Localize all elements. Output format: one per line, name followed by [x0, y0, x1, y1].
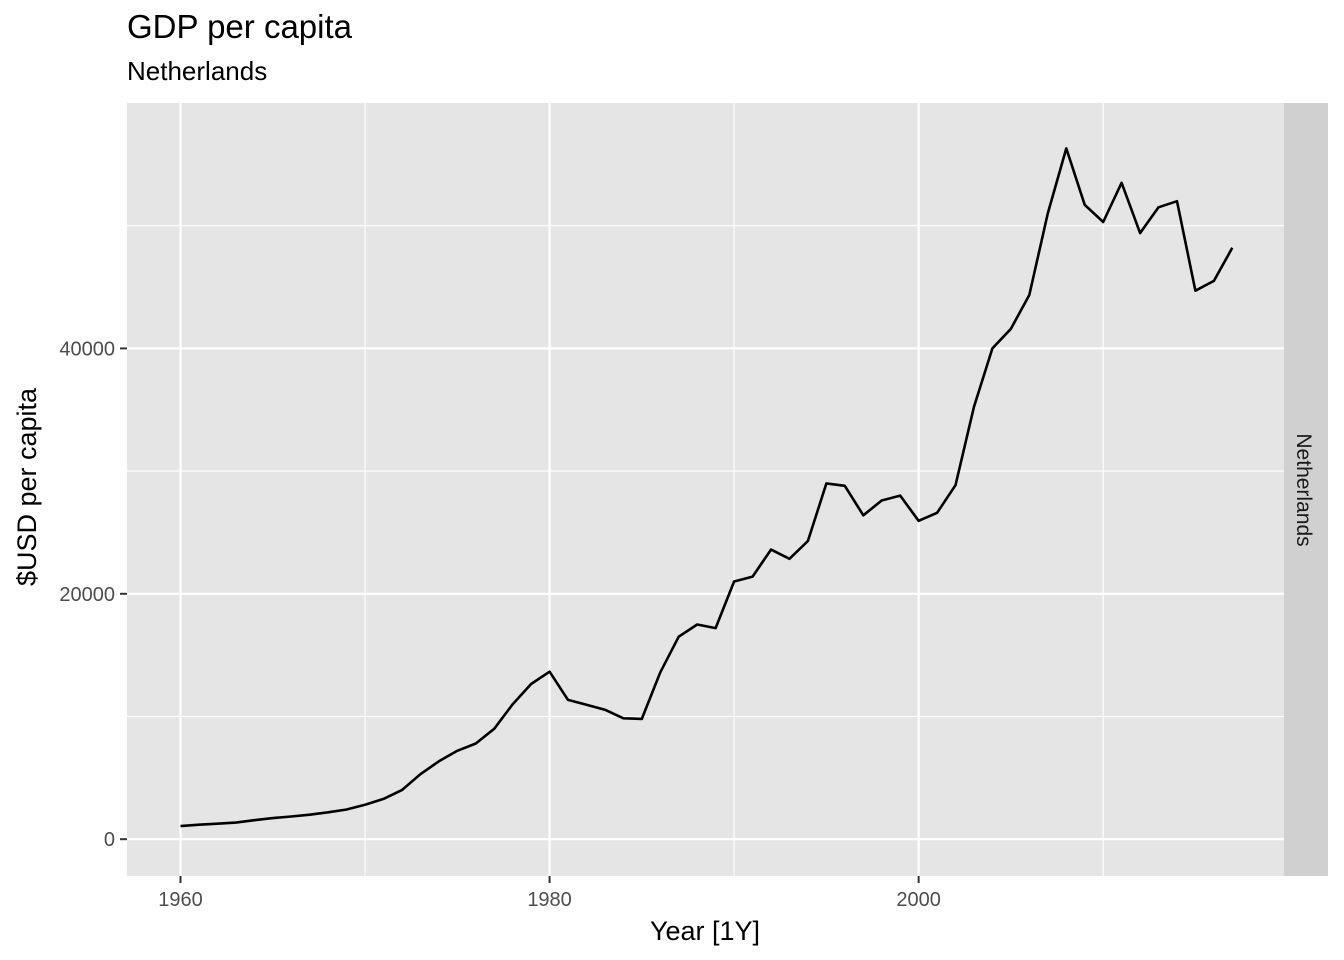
chart-subtitle: Netherlands [127, 56, 268, 86]
x-tick-label: 1980 [527, 889, 572, 911]
axis-ticks [120, 347, 920, 883]
facet-strip-label: Netherlands [1292, 433, 1315, 546]
x-tick-label: 1960 [158, 889, 203, 911]
major-gridlines [127, 103, 1284, 876]
y-tick-label: 40000 [59, 338, 115, 360]
x-axis-title: Year [1Y] [650, 916, 760, 946]
x-tick-label: 2000 [896, 889, 941, 911]
y-tick-label: 0 [104, 829, 115, 851]
plot-panel [127, 103, 1284, 876]
minor-gridlines [127, 103, 1284, 876]
y-tick-label: 20000 [59, 584, 115, 606]
gdp-line [180, 147, 1234, 828]
y-axis-title: $USD per capita [12, 387, 42, 586]
chart-title: GDP per capita [127, 8, 353, 45]
facet-strip [1284, 103, 1328, 876]
